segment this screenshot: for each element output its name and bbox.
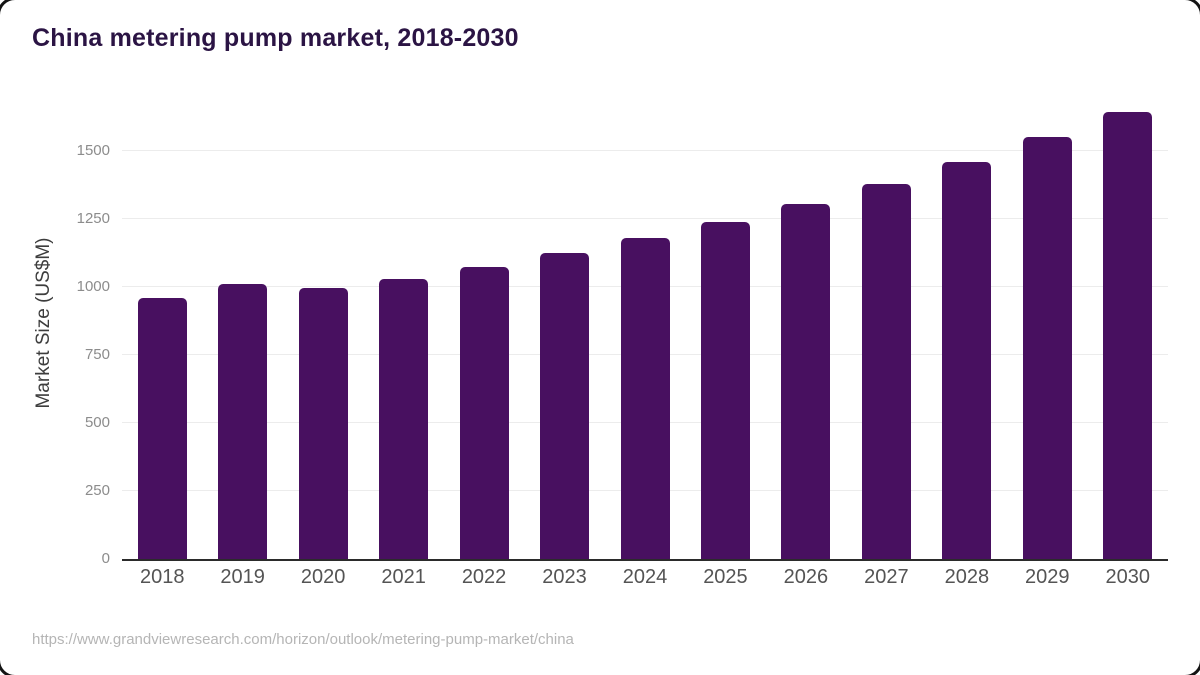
x-tick-label-2027: 2027 xyxy=(864,566,909,588)
x-tick-label-2018: 2018 xyxy=(139,566,185,588)
y-tick-label-750: 750 xyxy=(84,346,110,363)
x-tick-label-2026: 2026 xyxy=(783,566,829,588)
x-tick-label-2021: 2021 xyxy=(381,566,426,588)
y-axis-title: Market Size (US$M) xyxy=(33,237,54,409)
plot-area xyxy=(122,100,1168,561)
gridline-1250 xyxy=(122,218,1168,219)
x-tick-label-2029: 2029 xyxy=(1025,566,1070,588)
x-tick-label-2025: 2025 xyxy=(703,566,748,588)
bar-2020 xyxy=(298,288,348,559)
y-tick-label-0: 0 xyxy=(101,550,110,567)
x-tick-label-2030: 2030 xyxy=(1105,566,1151,588)
bar-2029 xyxy=(1022,137,1072,559)
bar-2027 xyxy=(861,183,911,559)
x-tick-label-2022: 2022 xyxy=(461,566,507,588)
x-tick-label-2028: 2028 xyxy=(944,566,990,588)
y-tick-label-500: 500 xyxy=(84,414,110,431)
bar-2022 xyxy=(459,266,509,559)
bar-2025 xyxy=(700,221,750,559)
x-tick-label-2020: 2020 xyxy=(300,566,346,588)
source-url: https://www.grandviewresearch.com/horizo… xyxy=(32,631,574,648)
y-tick-label-1250: 1250 xyxy=(76,210,110,227)
bar-2028 xyxy=(942,161,992,559)
bar-2023 xyxy=(540,253,590,559)
x-tick-label-2023: 2023 xyxy=(542,566,587,588)
bar-2018 xyxy=(137,297,187,559)
bar-2026 xyxy=(781,204,831,559)
y-tick-label-1500: 1500 xyxy=(76,142,110,159)
y-tick-label-250: 250 xyxy=(84,482,110,499)
gridline-1500 xyxy=(122,150,1168,151)
page-title: China metering pump market, 2018-2030 xyxy=(32,24,519,52)
bar-2019 xyxy=(218,284,268,559)
x-tick-label-2024: 2024 xyxy=(622,566,668,588)
bar-2021 xyxy=(379,278,429,559)
bar-2024 xyxy=(620,238,670,559)
y-tick-label-1000: 1000 xyxy=(76,278,110,295)
x-tick-label-2019: 2019 xyxy=(220,566,265,588)
bar-2030 xyxy=(1103,111,1153,559)
